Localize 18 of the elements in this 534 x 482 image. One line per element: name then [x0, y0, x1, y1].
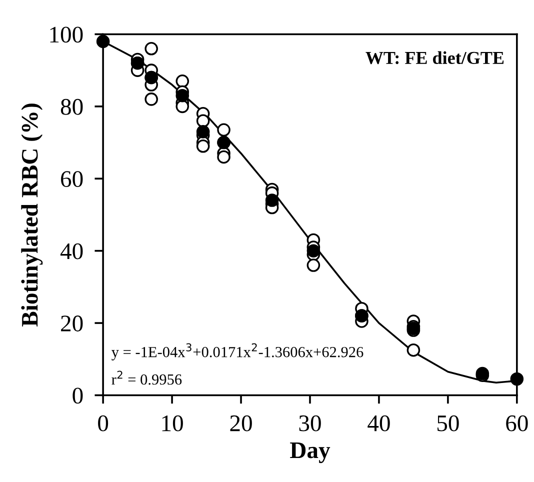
x-tick-label: 20 — [230, 415, 252, 432]
y-tick-label: 0 — [72, 388, 83, 404]
annotation: y = -1E-04x$^{3}$+0.0171x$^{2}$-1.3606x+62.926 — [112, 343, 364, 360]
y-tick-label: 40 — [60, 243, 83, 260]
annotation: r$^{2}$ = 0.9956 — [112, 370, 182, 385]
x-tick-label: 0 — [98, 415, 108, 432]
x-tick-label: 50 — [438, 415, 459, 432]
x-tick-label: 40 — [368, 415, 390, 432]
y-tick-label: 100 — [50, 26, 83, 43]
y-tick-label: 80 — [60, 98, 83, 115]
annotation: WT: FE diet/GTE — [366, 51, 504, 64]
y-tick-label: 60 — [61, 171, 83, 188]
y-tick-label: 20 — [61, 316, 83, 332]
y-axis-title: Biotinylated RBC (%) — [21, 104, 43, 326]
x-tick-label: 10 — [162, 415, 183, 432]
x-axis-title: Day — [290, 442, 330, 464]
x-tick-label: 60 — [506, 415, 528, 432]
x-tick-label: 30 — [299, 415, 321, 432]
